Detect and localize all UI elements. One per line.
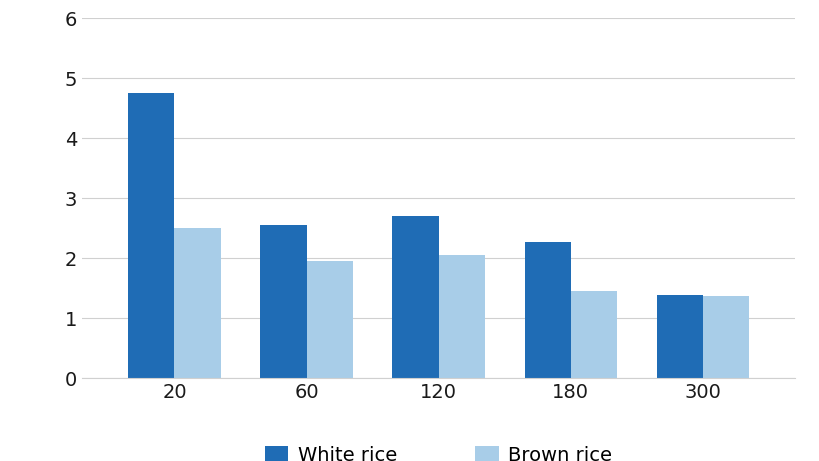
Bar: [306, 261, 352, 378]
Bar: [570, 291, 617, 378]
Legend: White rice, Brown rice: White rice, Brown rice: [257, 438, 619, 461]
Bar: [392, 216, 438, 378]
Bar: [438, 255, 484, 378]
Bar: [656, 296, 702, 378]
Bar: [702, 296, 749, 378]
Bar: [260, 225, 306, 378]
Bar: [174, 228, 220, 378]
Bar: [128, 93, 174, 378]
Bar: [524, 242, 570, 378]
